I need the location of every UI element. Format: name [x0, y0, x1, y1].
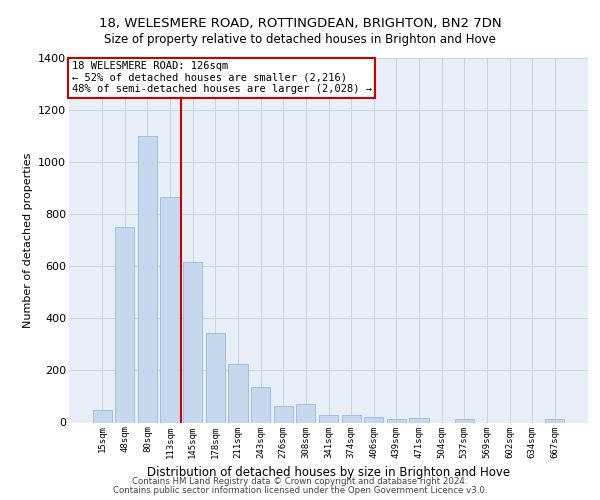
Text: Size of property relative to detached houses in Brighton and Hove: Size of property relative to detached ho…: [104, 32, 496, 46]
Bar: [115, 227, 134, 422]
Bar: [160, 197, 180, 422]
Bar: [183, 262, 202, 422]
Bar: [545, 419, 565, 422]
Bar: [274, 406, 293, 422]
Text: Contains HM Land Registry data © Crown copyright and database right 2024.: Contains HM Land Registry data © Crown c…: [132, 477, 468, 486]
Bar: [319, 414, 338, 422]
Text: 18, WELESMERE ROAD, ROTTINGDEAN, BRIGHTON, BN2 7DN: 18, WELESMERE ROAD, ROTTINGDEAN, BRIGHTO…: [98, 18, 502, 30]
Bar: [251, 388, 270, 422]
X-axis label: Distribution of detached houses by size in Brighton and Hove: Distribution of detached houses by size …: [147, 466, 510, 479]
Bar: [92, 410, 112, 422]
Text: Contains public sector information licensed under the Open Government Licence v3: Contains public sector information licen…: [113, 486, 487, 495]
Bar: [341, 414, 361, 422]
Bar: [387, 419, 406, 422]
Bar: [229, 364, 248, 422]
Text: 18 WELESMERE ROAD: 126sqm
← 52% of detached houses are smaller (2,216)
48% of se: 18 WELESMERE ROAD: 126sqm ← 52% of detac…: [71, 61, 371, 94]
Bar: [206, 332, 225, 422]
Bar: [455, 420, 474, 422]
Bar: [409, 418, 428, 422]
Bar: [296, 404, 316, 422]
Bar: [364, 417, 383, 422]
Bar: [138, 136, 157, 422]
Y-axis label: Number of detached properties: Number of detached properties: [23, 152, 32, 328]
